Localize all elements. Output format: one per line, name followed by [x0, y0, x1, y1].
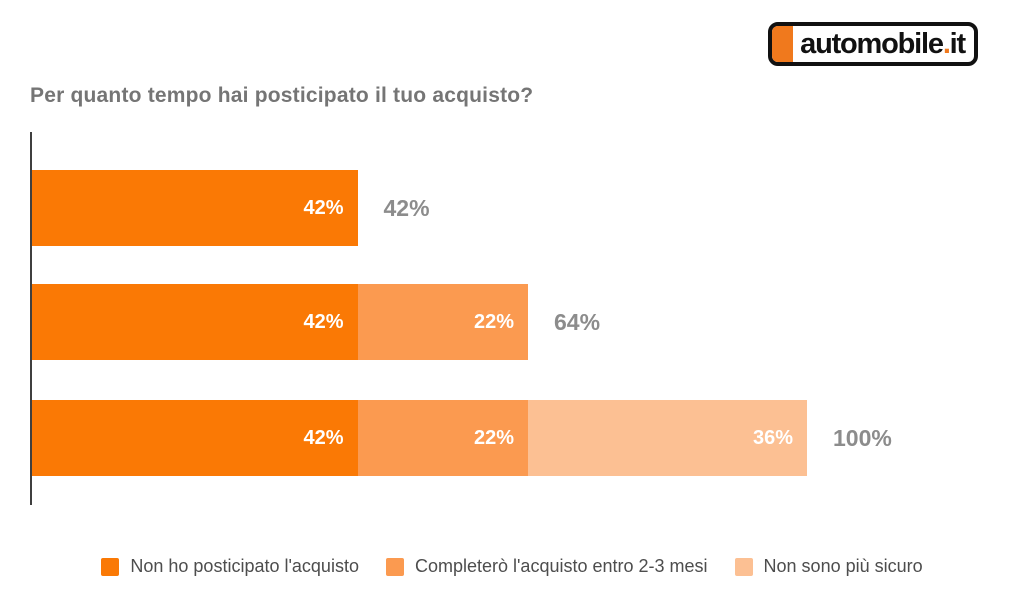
bar-segment: 22%	[357, 284, 528, 360]
bar-row: 42% 22% 64%	[32, 284, 600, 360]
bar-segment-value-label: 42%	[303, 426, 344, 449]
legend-label: Completerò l'acquisto entro 2-3 mesi	[414, 556, 708, 576]
bar-segment: 22%	[357, 400, 528, 476]
legend-swatch-icon	[101, 557, 120, 576]
bar-segment: 42%	[32, 284, 358, 360]
bar-total-label: 64%	[554, 308, 601, 335]
bar-segment-value-label: 36%	[752, 426, 793, 449]
bar-segment: 42%	[32, 400, 358, 476]
bar-segment-value-label: 22%	[473, 310, 514, 333]
logo-text: automobile. it	[793, 26, 974, 62]
bar-row: 42% 22% 36% 100%	[32, 400, 892, 476]
logo-plate-orange-block-icon	[772, 26, 794, 62]
bar-row: 42% 42%	[32, 170, 430, 246]
legend-label: Non ho posticipato l'acquisto	[130, 556, 359, 576]
bar-segment: 36%	[528, 400, 807, 476]
logo-dot: .	[942, 27, 951, 60]
bar-segment-value-label: 42%	[303, 310, 344, 333]
bar-total-label: 100%	[833, 424, 892, 451]
logo-text-main: automobile	[800, 27, 944, 60]
y-axis-line	[30, 132, 32, 505]
logo-text-tld: it	[949, 27, 967, 60]
legend-item: Non ho posticipato l'acquisto	[101, 556, 359, 577]
legend-item: Completerò l'acquisto entro 2-3 mesi	[385, 556, 708, 577]
legend-item: Non sono più sicuro	[734, 556, 923, 577]
chart-title: Per quanto tempo hai posticipato il tuo …	[30, 84, 534, 107]
legend-label: Non sono più sicuro	[763, 556, 923, 576]
legend-swatch-icon	[734, 557, 753, 576]
bar-segment-value-label: 42%	[303, 196, 344, 219]
bar-segment: 42%	[32, 170, 358, 246]
bar-total-label: 42%	[383, 194, 430, 221]
bar-segment-value-label: 22%	[473, 426, 514, 449]
chart-legend: Non ho posticipato l'acquisto Completerò …	[0, 556, 1024, 577]
automobile-it-logo: automobile. it	[768, 22, 978, 66]
legend-swatch-icon	[385, 557, 404, 576]
